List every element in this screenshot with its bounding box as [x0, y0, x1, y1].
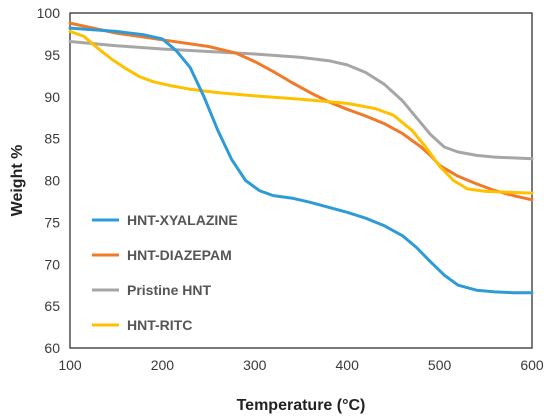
- y-tick-label: 100: [37, 5, 61, 21]
- legend: HNT-XYALAZINE HNT-DIAZEPAM Pristine HNT HNT…: [92, 212, 238, 333]
- y-tick-label: 85: [44, 131, 60, 147]
- x-tick-label: 300: [243, 357, 267, 373]
- series-line-hnt-xyalazine: [68, 26, 534, 295]
- y-tick-label: 80: [44, 173, 60, 189]
- legend-label-hnt-ritc: HNT-RITC: [127, 317, 192, 333]
- x-tick-label: 500: [428, 357, 452, 373]
- series-lines: [68, 21, 534, 295]
- y-tick-label: 70: [44, 256, 60, 272]
- x-tick-label: 400: [336, 357, 360, 373]
- legend-label-hnt-diazepam: HNT-DIAZEPAM: [127, 247, 232, 263]
- y-tick-label: 60: [44, 340, 60, 356]
- plot-frame: [69, 12, 533, 349]
- y-tick-labels: 60 65 70 75 80 85 90 95 100: [37, 5, 61, 356]
- series-line-pristine-hnt: [68, 40, 534, 161]
- y-tick-label: 95: [44, 47, 60, 63]
- legend-label-hnt-xyalazine: HNT-XYALAZINE: [127, 212, 238, 228]
- x-tick-label: 200: [151, 357, 175, 373]
- y-tick-label: 65: [44, 298, 60, 314]
- legend-label-pristine-hnt: Pristine HNT: [127, 282, 211, 298]
- series-line-hnt-diazepam: [68, 21, 534, 202]
- y-tick-label: 90: [44, 89, 60, 105]
- x-axis-title: Temperature (°C): [237, 397, 366, 414]
- series-line-hnt-ritc: [68, 29, 534, 195]
- x-tick-label: 600: [520, 357, 544, 373]
- plot-area: [69, 12, 533, 349]
- y-tick-label: 75: [44, 214, 60, 230]
- x-tick-label: 100: [58, 357, 82, 373]
- x-tick-labels: 100 200 300 400 500 600: [58, 357, 544, 373]
- y-axis-title: Weight %: [9, 145, 26, 217]
